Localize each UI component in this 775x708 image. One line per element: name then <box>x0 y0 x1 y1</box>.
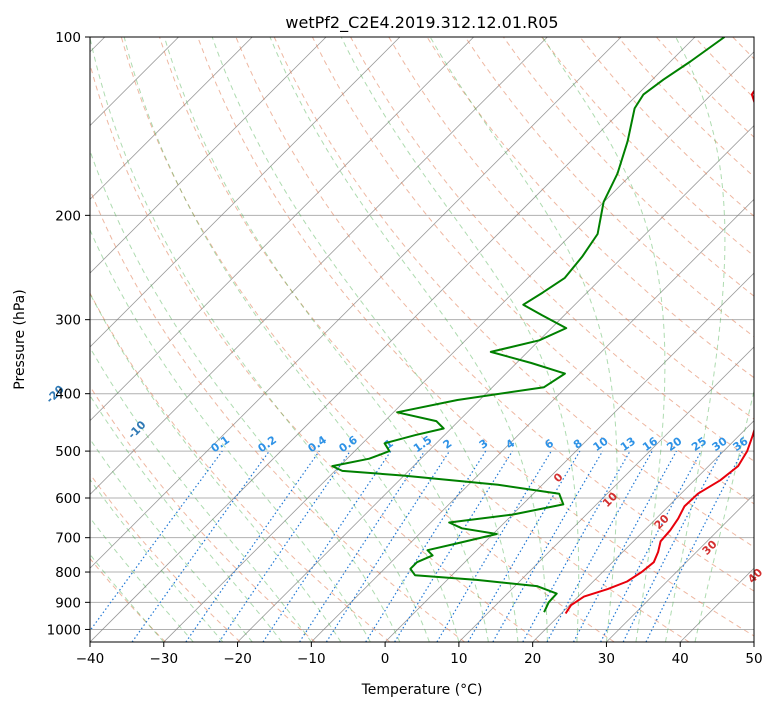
isotherm-line <box>90 37 622 569</box>
x-tick-label: 20 <box>524 651 541 667</box>
dry-adiabat-line <box>90 62 540 642</box>
mixing-ratio-line <box>394 450 513 642</box>
sounding-series <box>331 37 754 615</box>
moist-adiabat-line <box>163 37 489 642</box>
y-tick-label: 800 <box>55 565 81 581</box>
isotherm-line <box>90 37 327 274</box>
y-tick-label: 600 <box>55 491 81 507</box>
mixing-ratio-line <box>262 450 392 642</box>
isotherm-line <box>458 346 754 642</box>
dry-adiabat-line <box>90 557 166 642</box>
dry-adiabat-line <box>311 37 754 505</box>
temperature-profile-line <box>564 89 754 615</box>
y-tick-label: 400 <box>55 387 81 403</box>
background-grid <box>90 37 754 642</box>
x-tick-label: 50 <box>745 651 762 667</box>
moist-adiabat-line <box>541 37 666 642</box>
mixing-ratio-line <box>645 450 744 642</box>
dry-adiabat-line <box>90 292 391 642</box>
isotherm-line <box>606 493 754 642</box>
y-tick-label: 300 <box>55 313 81 329</box>
mixing-ratio-line <box>546 450 653 642</box>
dry-adiabat-line <box>90 385 316 642</box>
moist-adiabat-line <box>90 149 401 642</box>
dry-adiabat-line <box>197 37 754 637</box>
moist-adiabat-line <box>665 37 726 642</box>
moist-adiabat-line <box>90 228 371 642</box>
dry-adiabat-line <box>120 37 615 642</box>
mixing-ratio-line <box>90 450 223 632</box>
y-tick-label: 700 <box>55 531 81 547</box>
y-tick-label: 500 <box>55 444 81 460</box>
mixing-ratio-line <box>131 450 270 642</box>
chart-title: wetPf2_C2E4.2019.312.12.01.R05 <box>285 13 558 33</box>
dry-adiabat-line <box>235 37 754 592</box>
isotherm-line <box>384 272 754 642</box>
dry-adiabat-line <box>159 37 690 642</box>
x-tick-label: −10 <box>297 651 326 667</box>
moist-adiabat-line <box>211 37 519 642</box>
mixing-ratio-line <box>572 450 677 642</box>
dry-adiabat-line <box>350 37 754 462</box>
x-tick-label: 10 <box>450 651 467 667</box>
x-tick-label: 0 <box>381 651 390 667</box>
dry-adiabat-line <box>90 473 241 642</box>
mixing-ratio-line <box>218 450 351 642</box>
isotherm-line <box>90 37 474 422</box>
isotherm-line <box>90 37 548 495</box>
isotherm-line <box>532 420 754 642</box>
mixing-ratio-line <box>185 450 320 642</box>
x-tick-label: 40 <box>672 651 689 667</box>
y-tick-label: 100 <box>55 30 81 46</box>
mixing-ratio-line <box>299 450 426 642</box>
isotherm-line <box>311 198 754 642</box>
moist-adiabat-line <box>340 37 580 642</box>
moist-adiabat-line <box>90 394 283 642</box>
isotherm-line <box>90 37 401 348</box>
x-tick-label: −20 <box>223 651 252 667</box>
y-tick-label: 1000 <box>47 622 81 638</box>
mixing-ratio-line <box>522 450 631 642</box>
y-tick-label: 900 <box>55 595 81 611</box>
moist-adiabat-line <box>429 37 618 642</box>
isotherm-line <box>90 37 696 642</box>
plot-frame <box>89 36 755 643</box>
dry-adiabat-line <box>464 37 754 338</box>
y-axis-title: Pressure (hPa) <box>12 289 28 389</box>
y-tick-label: 200 <box>55 208 81 224</box>
moist-adiabat-line <box>90 516 194 642</box>
isotherm-line <box>163 51 754 642</box>
dry-adiabat-line <box>90 188 465 642</box>
moist-adiabat-line <box>90 438 253 642</box>
x-tick-label: 30 <box>598 651 615 667</box>
moist-adiabat-line <box>90 37 430 642</box>
x-axis-title: Temperature (°C) <box>361 682 483 698</box>
x-tick-label: −40 <box>76 651 105 667</box>
dewpoint-profile-line <box>331 37 726 613</box>
isotherm-line <box>90 37 253 200</box>
moist-adiabat-line <box>90 478 224 642</box>
plot-area <box>90 37 754 642</box>
x-tick-label: −30 <box>150 651 179 667</box>
moist-adiabat-line <box>90 346 312 642</box>
moist-adiabat-line <box>123 37 460 642</box>
dry-adiabat-line <box>273 37 754 548</box>
mixing-ratio-line <box>325 450 450 642</box>
moist-adiabat-line <box>90 553 165 642</box>
axis-ticks: −40 −30 −20 −10 0 10 20 30 40 50 100 200 300 400 500 60… <box>47 30 763 667</box>
